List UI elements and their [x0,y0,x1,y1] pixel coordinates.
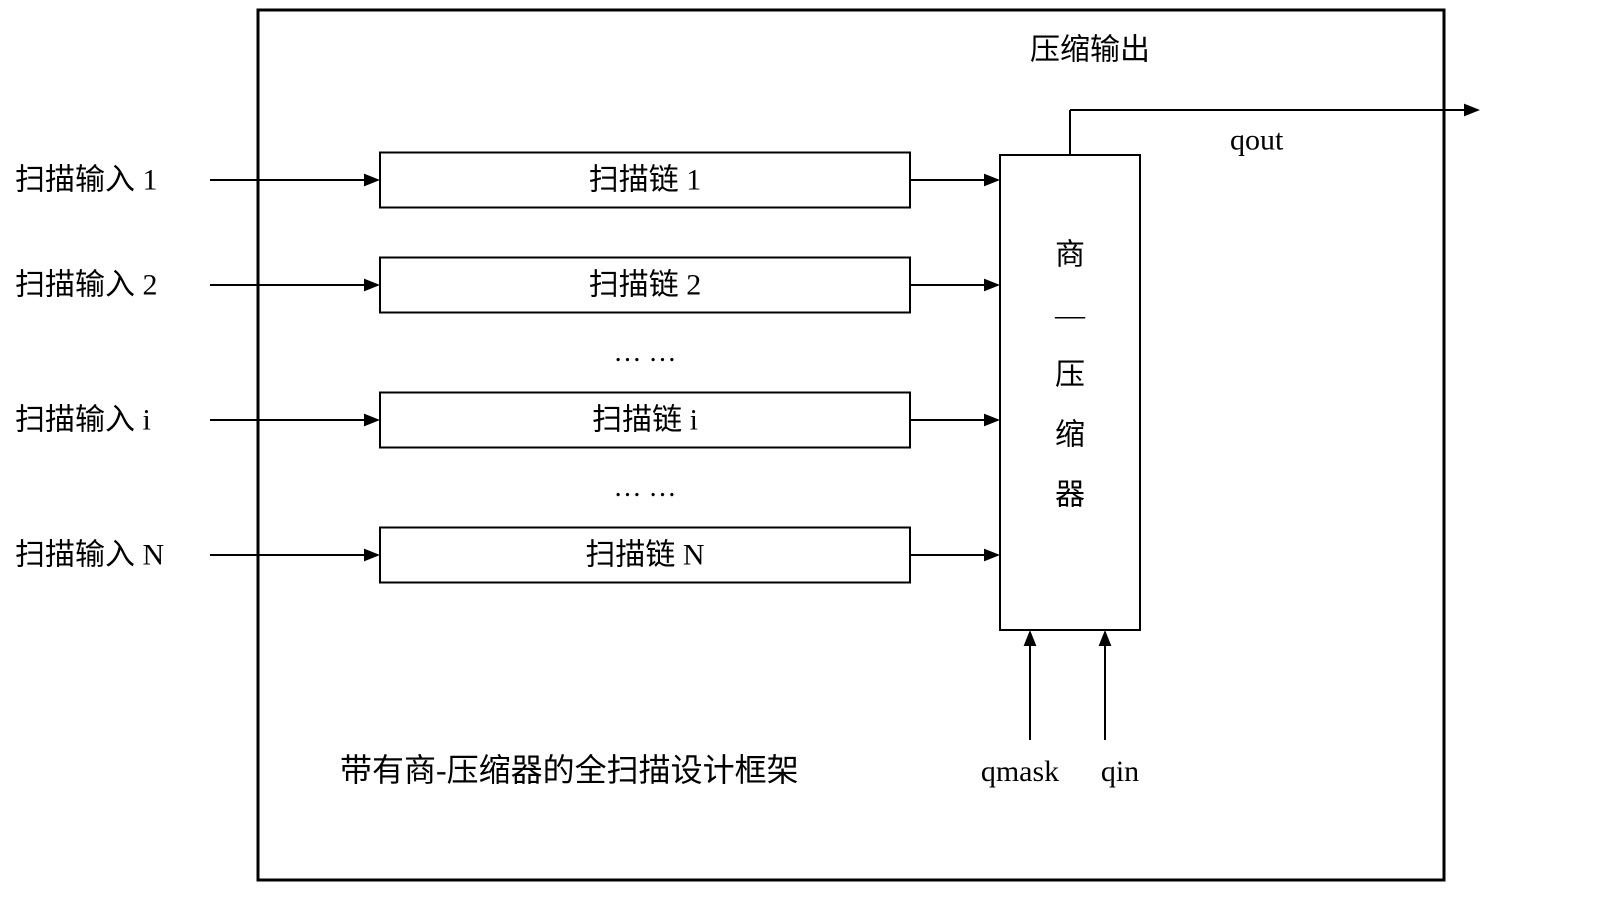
qmask-label: qmask [981,755,1059,788]
compressor-text-line: — [1054,299,1086,332]
diagram-svg: 压缩输出 qout 商 — 压缩器 扫描输入 1 扫描链 1 扫描输入 2 扫描链 2 … … 扫描… [0,0,1608,898]
ellipsis: … … [614,472,677,503]
scan-chain-label: 扫描链 1 [589,164,702,197]
scan-chain-label: 扫描链 2 [589,269,702,302]
scan-input-label: 扫描输入 N [15,539,164,572]
ellipsis: … … [614,337,677,368]
compressor-text-line: 压 [1055,359,1085,392]
qout-label: qout [1230,124,1284,157]
compressor-text-line: 商 [1055,239,1085,272]
compressor-text-line: 器 [1055,479,1085,512]
scan-chain-label: 扫描链 i [592,404,698,437]
scan-input-label: 扫描输入 2 [15,269,158,302]
compressor-box [1000,155,1140,630]
scan-input-label: 扫描输入 1 [15,164,158,197]
diagram-caption: 带有商-压缩器的全扫描设计框架 [340,752,799,788]
qin-label: qin [1101,755,1139,788]
scan-chain-label: 扫描链 N [585,539,704,572]
compressor-text-line: 缩 [1055,419,1085,452]
scan-input-label: 扫描输入 i [15,404,151,437]
compressed-output-label: 压缩输出 [1030,34,1150,67]
